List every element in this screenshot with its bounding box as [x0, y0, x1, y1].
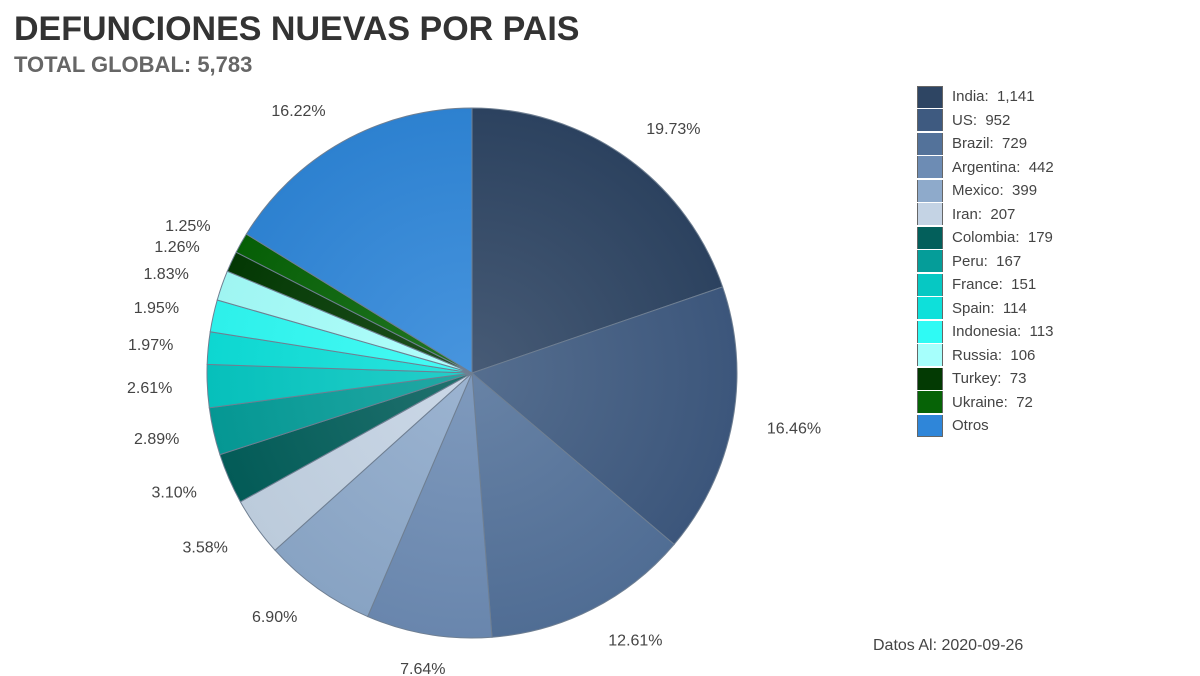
- pie-slice-india: [471, 107, 724, 374]
- legend-label: Peru: 167: [952, 252, 1022, 270]
- percent-label-brazil: 12.61%: [608, 632, 662, 649]
- pie-slice-otros: [245, 107, 473, 374]
- legend-label: Russia: 106: [952, 346, 1036, 364]
- pie-slice-argentina: [366, 372, 493, 639]
- legend-item-ukraine: Ukraine: 72: [917, 391, 1054, 415]
- pie-slice-mexico: [274, 372, 473, 618]
- percent-label-iran: 3.58%: [182, 539, 227, 556]
- legend-item-russia: Russia: 106: [917, 344, 1054, 368]
- legend-swatch: [917, 156, 943, 179]
- percent-label-colombia: 3.10%: [152, 485, 197, 502]
- legend-item-colombia: Colombia: 179: [917, 226, 1054, 250]
- percent-label-argentina: 7.64%: [400, 661, 445, 676]
- legend-item-argentina: Argentina: 442: [917, 156, 1054, 180]
- legend-swatch: [917, 367, 943, 390]
- legend-label: France: 151: [952, 276, 1037, 294]
- legend-label: Otros: [952, 417, 989, 435]
- legend-swatch: [917, 179, 943, 202]
- pie-slice-brazil: [471, 371, 675, 638]
- legend-item-mexico: Mexico: 399: [917, 179, 1054, 203]
- legend-swatch: [917, 85, 943, 108]
- percent-label-france: 2.61%: [127, 380, 172, 397]
- legend-label: Brazil: 729: [952, 135, 1028, 153]
- pie-slices: [206, 107, 738, 639]
- legend-label: Turkey: 73: [952, 370, 1027, 388]
- chart-subtitle: TOTAL GLOBAL: 5,783: [14, 52, 253, 77]
- legend-item-iran: Iran: 207: [917, 203, 1054, 227]
- percent-label-us: 16.46%: [767, 420, 821, 437]
- legend-swatch: [917, 273, 943, 296]
- legend-swatch: [917, 132, 943, 155]
- legend-swatch: [917, 226, 943, 249]
- legend-label: Argentina: 442: [952, 158, 1054, 176]
- legend-label: Mexico: 399: [952, 182, 1038, 200]
- legend-swatch: [917, 297, 943, 320]
- legend-item-peru: Peru: 167: [917, 250, 1054, 274]
- legend-label: Ukraine: 72: [952, 393, 1033, 411]
- pie-percent-labels: 19.73% 16.46% 12.61% 7.64% 6.90% 3.58% 3.10% 2.…: [127, 103, 821, 676]
- legend-label: Spain: 114: [952, 299, 1027, 317]
- percent-label-indonesia: 1.95%: [134, 300, 179, 317]
- legend-item-india: India: 1,141: [917, 85, 1054, 109]
- legend-label: India: 1,141: [952, 88, 1035, 106]
- legend-item-turkey: Turkey: 73: [917, 367, 1054, 391]
- legend-item-france: France: 151: [917, 273, 1054, 297]
- percent-label-otros: 16.22%: [271, 103, 325, 120]
- percent-label-india: 19.73%: [646, 121, 700, 138]
- percent-label-turkey: 1.26%: [154, 239, 199, 256]
- legend-label: US: 952: [952, 111, 1011, 129]
- legend-swatch: [917, 414, 943, 437]
- chart-legend: India: 1,141 US: 952 Brazil: 729 Argentina:…: [917, 85, 1054, 438]
- percent-label-spain: 1.97%: [128, 337, 173, 354]
- legend-label: Colombia: 179: [952, 229, 1053, 247]
- pie-slice-us: [471, 286, 738, 546]
- percent-label-mexico: 6.90%: [252, 609, 297, 626]
- legend-item-brazil: Brazil: 729: [917, 132, 1054, 156]
- legend-item-indonesia: Indonesia: 113: [917, 320, 1054, 344]
- legend-item-otros: Otros: [917, 414, 1054, 438]
- legend-item-spain: Spain: 114: [917, 297, 1054, 321]
- legend-label: Indonesia: 113: [952, 323, 1054, 341]
- legend-swatch: [917, 320, 943, 343]
- percent-label-peru: 2.89%: [134, 431, 179, 448]
- legend-swatch: [917, 344, 943, 367]
- data-date-note: Datos Al: 2020-09-26: [873, 637, 1024, 654]
- chart-title: DEFUNCIONES NUEVAS POR PAIS: [14, 10, 580, 48]
- legend-swatch: [917, 109, 943, 132]
- percent-label-ukraine: 1.25%: [165, 218, 210, 235]
- legend-swatch: [917, 250, 943, 273]
- legend-label: Iran: 207: [952, 205, 1016, 223]
- legend-swatch: [917, 391, 943, 414]
- percent-label-russia: 1.83%: [143, 266, 188, 283]
- legend-swatch: [917, 203, 943, 226]
- legend-item-us: US: 952: [917, 109, 1054, 133]
